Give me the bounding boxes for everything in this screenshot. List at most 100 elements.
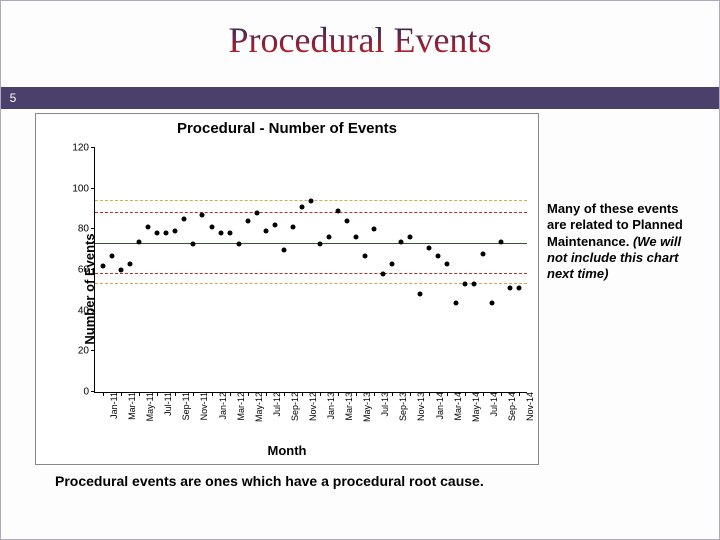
ytick-label: 80 <box>78 224 95 235</box>
data-point <box>381 272 386 277</box>
data-point <box>155 231 160 236</box>
data-point <box>272 223 277 228</box>
xtick-label: Sep-14 <box>503 392 517 421</box>
data-point <box>498 239 503 244</box>
xtick-label: Nov-11 <box>195 392 209 420</box>
data-point <box>254 211 259 216</box>
data-point <box>426 245 431 250</box>
ytick-mark <box>91 147 95 148</box>
xtick-label: Jul-13 <box>376 392 390 417</box>
data-point <box>173 229 178 234</box>
xtick-label: Jan-12 <box>214 392 228 420</box>
data-point <box>489 300 494 305</box>
xtick-label: Nov-14 <box>521 392 535 421</box>
xtick-label: Jul-11 <box>159 392 173 416</box>
ytick-mark <box>91 310 95 311</box>
xtick-mark <box>302 392 303 396</box>
header-bar <box>25 87 719 109</box>
data-point <box>462 282 467 287</box>
data-point <box>245 219 250 224</box>
xtick-mark <box>212 392 213 396</box>
data-point <box>290 225 295 230</box>
ytick-mark <box>91 188 95 189</box>
data-point <box>399 239 404 244</box>
data-point <box>182 217 187 222</box>
xtick-label: Mar-13 <box>340 392 354 421</box>
xtick-mark <box>483 392 484 396</box>
data-point <box>453 300 458 305</box>
reference-line <box>95 243 527 244</box>
data-point <box>200 213 205 218</box>
annotation-text: Many of these events are related to Plan… <box>547 201 701 282</box>
data-point <box>345 219 350 224</box>
data-point <box>390 261 395 266</box>
xtick-label: Jul-12 <box>268 392 282 417</box>
xtick-label: May-14 <box>467 392 481 422</box>
data-point <box>128 261 133 266</box>
xtick-label: Mar-11 <box>123 392 137 420</box>
slide-stage: Procedural Events 5 Procedural - Number … <box>0 0 720 540</box>
xtick-mark <box>284 392 285 396</box>
xtick-label: Jul-14 <box>485 392 499 417</box>
data-point <box>336 209 341 214</box>
reference-line <box>95 212 527 213</box>
data-point <box>327 235 332 240</box>
data-point <box>209 225 214 230</box>
xtick-mark <box>248 392 249 396</box>
xtick-label: May-12 <box>250 392 264 422</box>
data-point <box>354 235 359 240</box>
xtick-label: May-11 <box>141 392 155 421</box>
data-point <box>191 241 196 246</box>
data-point <box>119 268 124 273</box>
data-point <box>408 235 413 240</box>
xtick-label: Nov-13 <box>412 392 426 421</box>
xtick-label: Mar-12 <box>232 392 246 421</box>
data-point <box>318 241 323 246</box>
data-point <box>137 239 142 244</box>
data-point <box>363 253 368 258</box>
data-point <box>417 292 422 297</box>
data-point <box>218 231 223 236</box>
ytick-label: 100 <box>72 183 95 194</box>
data-point <box>110 253 115 258</box>
data-point <box>444 261 449 266</box>
ytick-label: 120 <box>72 143 95 154</box>
data-point <box>480 251 485 256</box>
data-point <box>435 253 440 258</box>
data-point <box>471 282 476 287</box>
data-point <box>236 241 241 246</box>
data-point <box>263 229 268 234</box>
ytick-label: 0 <box>83 387 95 398</box>
xtick-mark <box>266 392 267 396</box>
xtick-label: Jan-13 <box>322 392 336 420</box>
data-point <box>517 286 522 291</box>
xtick-label: Jan-14 <box>431 392 445 420</box>
data-point <box>281 247 286 252</box>
data-point <box>372 227 377 232</box>
xtick-label: Mar-14 <box>449 392 463 421</box>
xtick-label: Sep-13 <box>394 392 408 421</box>
ytick-mark <box>91 269 95 270</box>
xtick-mark <box>320 392 321 396</box>
chart-frame: Procedural - Number of Events Number of … <box>35 113 539 465</box>
slide-title: Procedural Events <box>1 19 719 61</box>
xtick-mark <box>465 392 466 396</box>
ytick-label: 20 <box>78 346 95 357</box>
data-point <box>101 263 106 268</box>
chart-title: Procedural - Number of Events <box>36 120 538 137</box>
xtick-mark <box>338 392 339 396</box>
xtick-mark <box>519 392 520 396</box>
page-number: 5 <box>1 87 25 109</box>
ytick-mark <box>91 228 95 229</box>
xtick-mark <box>501 392 502 396</box>
data-point <box>507 286 512 291</box>
ytick-label: 40 <box>78 305 95 316</box>
caption-text: Procedural events are ones which have a … <box>55 473 525 490</box>
xtick-label: Sep-11 <box>177 392 191 420</box>
xtick-mark <box>103 392 104 396</box>
xtick-label: Jan-11 <box>105 392 119 419</box>
reference-line <box>95 273 527 274</box>
xtick-mark <box>429 392 430 396</box>
ytick-mark <box>91 391 95 392</box>
x-axis-label: Month <box>36 443 538 458</box>
